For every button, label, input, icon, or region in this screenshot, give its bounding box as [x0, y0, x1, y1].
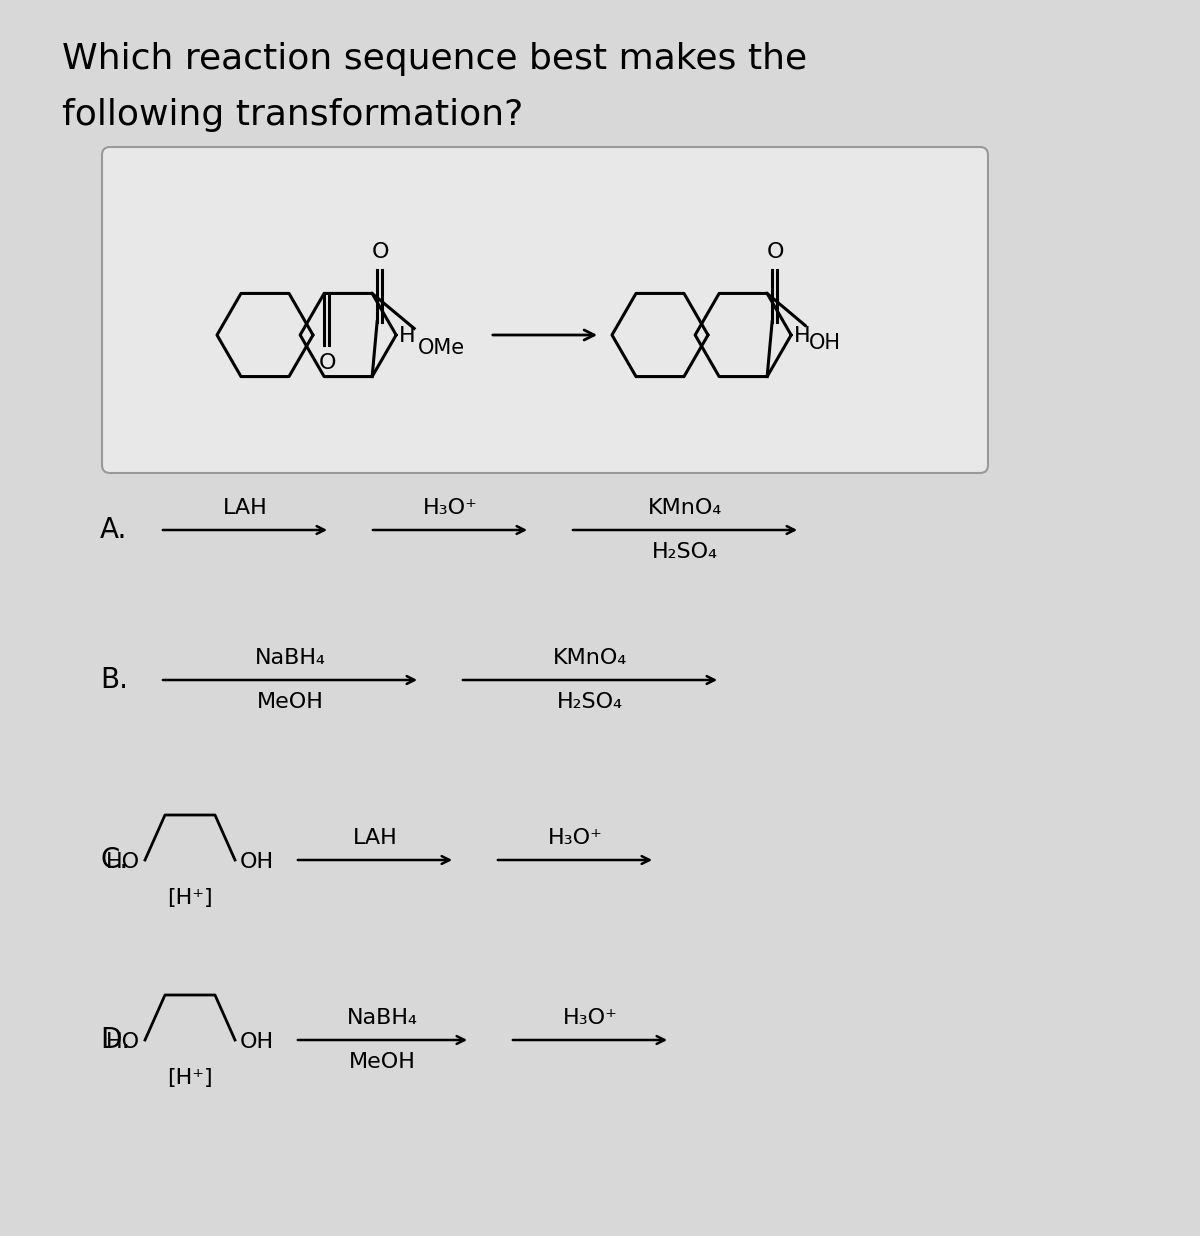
Text: OH: OH — [240, 1032, 274, 1052]
Text: O: O — [318, 353, 336, 373]
Text: O: O — [767, 241, 784, 262]
Text: NaBH₄: NaBH₄ — [347, 1009, 418, 1028]
Text: D.: D. — [100, 1026, 131, 1054]
Text: NaBH₄: NaBH₄ — [254, 648, 325, 667]
Text: HO: HO — [106, 1032, 140, 1052]
Text: [H⁺]: [H⁺] — [167, 1068, 212, 1088]
Text: OH: OH — [240, 852, 274, 873]
Text: C.: C. — [100, 845, 128, 874]
FancyBboxPatch shape — [102, 147, 988, 473]
Text: H: H — [400, 325, 415, 346]
Text: H₂SO₄: H₂SO₄ — [557, 692, 623, 712]
Text: H₃O⁺: H₃O⁺ — [547, 828, 602, 848]
Text: OMe: OMe — [418, 339, 466, 358]
Text: Which reaction sequence best makes the: Which reaction sequence best makes the — [62, 42, 808, 75]
Text: MeOH: MeOH — [257, 692, 324, 712]
Text: HO: HO — [106, 852, 140, 873]
Text: H: H — [794, 325, 811, 346]
Text: LAH: LAH — [223, 498, 268, 518]
Text: KMnO₄: KMnO₄ — [553, 648, 628, 667]
Text: KMnO₄: KMnO₄ — [648, 498, 722, 518]
Text: H₂SO₄: H₂SO₄ — [652, 543, 718, 562]
Text: MeOH: MeOH — [349, 1052, 416, 1072]
Text: H₃O⁺: H₃O⁺ — [563, 1009, 618, 1028]
Text: A.: A. — [100, 515, 127, 544]
Text: OH: OH — [809, 334, 841, 353]
Text: [H⁺]: [H⁺] — [167, 887, 212, 908]
Text: B.: B. — [100, 666, 128, 693]
Text: LAH: LAH — [353, 828, 397, 848]
Text: H₃O⁺: H₃O⁺ — [422, 498, 478, 518]
Text: O: O — [371, 241, 389, 262]
Text: following transformation?: following transformation? — [62, 98, 523, 132]
